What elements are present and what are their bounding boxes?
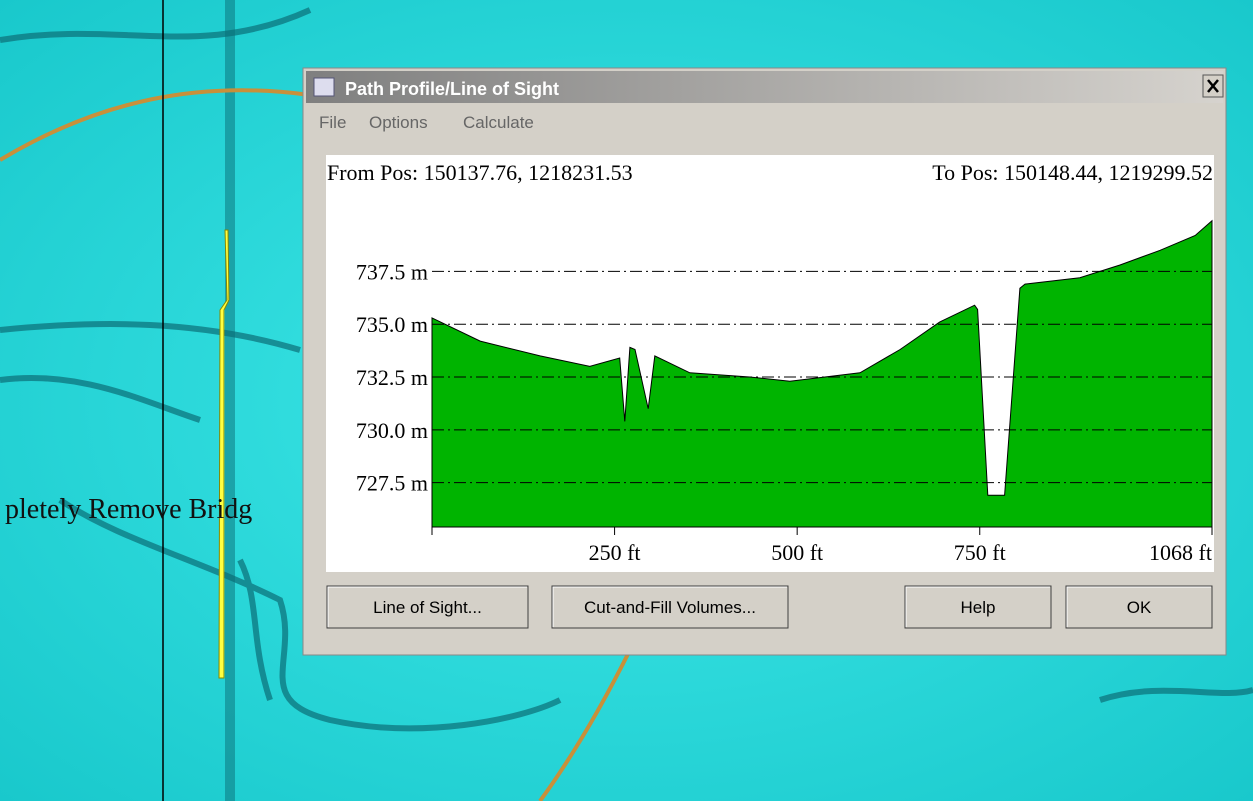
button-label[interactable]: Help — [961, 598, 996, 617]
y-tick-label: 737.5 m — [356, 259, 428, 284]
to-pos: To Pos: 150148.44, 1219299.52 — [932, 160, 1213, 185]
menu-item[interactable]: Calculate — [463, 113, 534, 132]
map-terrain — [0, 7, 1253, 732]
button-face — [1065, 585, 1213, 629]
from-pos: From Pos: 150137.76, 1218231.53 — [327, 160, 633, 185]
y-tick-label: 735.0 m — [356, 312, 428, 337]
button-bevel — [905, 586, 1050, 627]
button[interactable]: OK — [1065, 585, 1213, 629]
menu-item[interactable]: Options — [369, 113, 428, 132]
map-path — [218, 229, 230, 679]
menu-item[interactable]: File — [319, 113, 346, 132]
elevation-area — [431, 219, 1213, 528]
button-label[interactable]: Cut-and-Fill Volumes... — [584, 598, 756, 617]
button-bevel — [552, 586, 787, 627]
app-icon — [313, 77, 335, 97]
x-tick-label: 500 ft — [771, 540, 823, 565]
button[interactable]: Help — [904, 585, 1052, 629]
map-circle — [0, 88, 311, 162]
button-bevel — [327, 586, 527, 627]
button-face — [904, 585, 1052, 629]
y-tick-label: 727.5 m — [356, 471, 428, 496]
title-bar — [306, 71, 1223, 103]
x-tick-label: 1068 ft — [1149, 540, 1212, 565]
map-circle — [538, 649, 632, 801]
button-face — [326, 585, 529, 629]
x-tick-label: 250 ft — [589, 540, 641, 565]
map-label: pletely Remove Bridg — [5, 494, 252, 525]
close-button[interactable] — [1202, 74, 1224, 98]
button-bevel — [1066, 586, 1211, 627]
window-title: Path Profile/Line of Sight — [345, 79, 559, 99]
y-tick-label: 730.0 m — [356, 418, 428, 443]
button[interactable]: Cut-and-Fill Volumes... — [551, 585, 789, 629]
button-face — [551, 585, 789, 629]
button[interactable]: Line of Sight... — [326, 585, 529, 629]
y-tick-label: 732.5 m — [356, 365, 428, 390]
button-label[interactable]: Line of Sight... — [373, 598, 482, 617]
button-label[interactable]: OK — [1127, 598, 1152, 617]
x-tick-label: 750 ft — [954, 540, 1006, 565]
